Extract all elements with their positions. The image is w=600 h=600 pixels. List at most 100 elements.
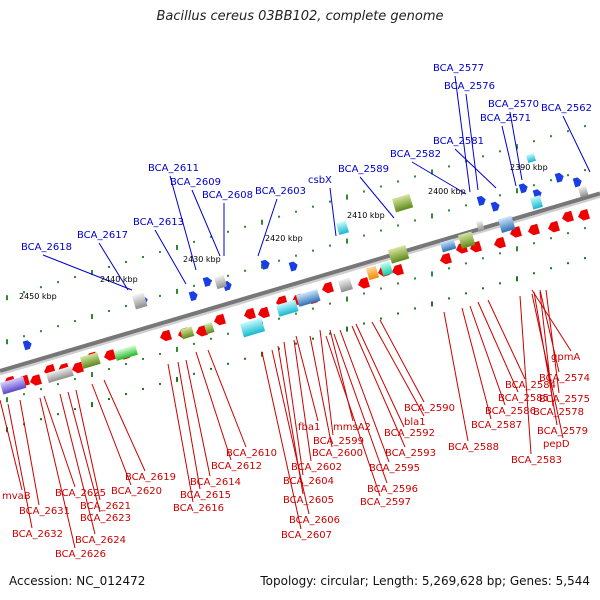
gene-label-bottom: BCA_2599 (313, 436, 364, 447)
gene-label-bottom: BCA_2583 (511, 455, 562, 466)
tick-dot (465, 292, 467, 295)
leader-line-bottom (531, 293, 564, 439)
tick-dot (244, 357, 246, 360)
tick-dot (193, 372, 195, 375)
gene-label-bottom: BCA_2610 (226, 448, 277, 459)
tick-dot (6, 295, 8, 301)
tick-dot (584, 169, 586, 172)
tick-dot (346, 238, 348, 244)
gene-block (530, 195, 543, 210)
leader-line-bottom (39, 397, 76, 549)
gene-label-bottom: BCA_2574 (539, 373, 590, 384)
tick-dot (244, 225, 246, 228)
gene-label-bottom: BCA_2625 (55, 488, 106, 499)
tick-dot (567, 130, 569, 133)
leader-line-bottom (461, 307, 492, 420)
gene-label-bottom: bla1 (404, 417, 426, 428)
tick-dot (91, 372, 93, 378)
tick-dot (295, 210, 297, 213)
gene-label-bottom: BCA_2593 (385, 448, 436, 459)
gene-label-bottom: BCA_2584 (505, 380, 556, 391)
leader-line-bottom (103, 379, 146, 472)
tick-dot (346, 194, 348, 200)
gene-label-bottom: mvaB (2, 491, 31, 502)
tick-dot (584, 257, 586, 260)
tick-dot (584, 125, 586, 128)
tick-dot (91, 314, 93, 320)
gene-label-bottom: BCA_2621 (80, 501, 131, 512)
label-leader-lines (0, 75, 591, 549)
gene-label-bottom: BCA_2626 (55, 549, 106, 560)
reverse-gene-arrow (322, 281, 334, 294)
tick-dot (567, 262, 569, 265)
gene-block (458, 231, 476, 249)
tick-dot (516, 276, 518, 282)
reverse-gene-arrow (104, 349, 116, 361)
tick-dot (142, 357, 144, 360)
reverse-gene-arrow (578, 208, 590, 221)
leader-line-top (42, 254, 133, 291)
forward-gene-arrow (22, 340, 32, 351)
gene-label-top: BCA_2582 (390, 149, 441, 160)
forward-gene-arrow (202, 276, 212, 287)
scale-label: 2430 kbp (183, 255, 221, 264)
gene-block (365, 265, 379, 281)
leader-line-top (465, 93, 479, 191)
tick-dot (227, 332, 229, 335)
tick-dot (278, 347, 280, 350)
gene-label-bottom: BCA_2592 (384, 428, 435, 439)
tick-dot (23, 335, 25, 338)
tick-dot (431, 169, 433, 175)
gene-block (0, 376, 27, 395)
reverse-gene-arrow (258, 306, 270, 319)
tick-dot (329, 200, 331, 203)
gene-block (214, 274, 227, 290)
gene-label-bottom: BCA_2606 (289, 515, 340, 526)
leader-line-bottom (0, 399, 23, 491)
leader-line-bottom (333, 333, 388, 484)
scale-label: 2410 kbp (347, 211, 385, 220)
gene-block (525, 153, 536, 163)
gene-block (391, 193, 414, 213)
gene-block (132, 292, 148, 310)
tick-dot (295, 254, 297, 257)
tick-dot (329, 244, 331, 247)
tick-dot (482, 287, 484, 290)
leader-line-bottom (539, 289, 560, 373)
gene-label-bottom: BCA_2595 (369, 463, 420, 474)
gene-block (179, 326, 195, 340)
leader-line-bottom (261, 351, 302, 530)
tick-dot (142, 387, 144, 390)
reverse-gene-arrow (160, 329, 172, 342)
leader-line-bottom (351, 325, 406, 448)
tick-dot (533, 140, 535, 143)
tick-dot (465, 204, 467, 207)
tick-dot (363, 190, 365, 193)
tick-dot (159, 382, 161, 385)
tick-dot (533, 184, 535, 187)
tick-dot (57, 383, 59, 386)
leader-line-bottom (339, 329, 390, 463)
gene-label-bottom: BCA_2597 (360, 497, 411, 508)
gene-label-top: BCA_2613 (133, 217, 184, 228)
gene-label-top: BCA_2618 (21, 242, 72, 253)
reverse-gene-arrow (72, 361, 84, 374)
leader-line-bottom (177, 361, 201, 490)
leader-line-top (98, 242, 129, 291)
tick-dot (23, 393, 25, 396)
leader-line-bottom (371, 321, 425, 417)
tick-dot (482, 257, 484, 260)
gene-label-bottom: BCA_2604 (283, 476, 334, 487)
leader-line-bottom (469, 305, 506, 406)
gene-label-bottom: BCA_2615 (180, 490, 231, 501)
tick-dot (278, 215, 280, 218)
tick-dot (227, 274, 229, 277)
tick-dot (40, 330, 42, 333)
gene-label-bottom: BCA_2575 (539, 394, 590, 405)
leader-line-bottom (443, 311, 469, 442)
tick-dot (346, 296, 348, 302)
leader-line-top (154, 229, 187, 285)
gene-label-bottom: BCA_2602 (291, 462, 342, 473)
gene-block (379, 261, 393, 277)
